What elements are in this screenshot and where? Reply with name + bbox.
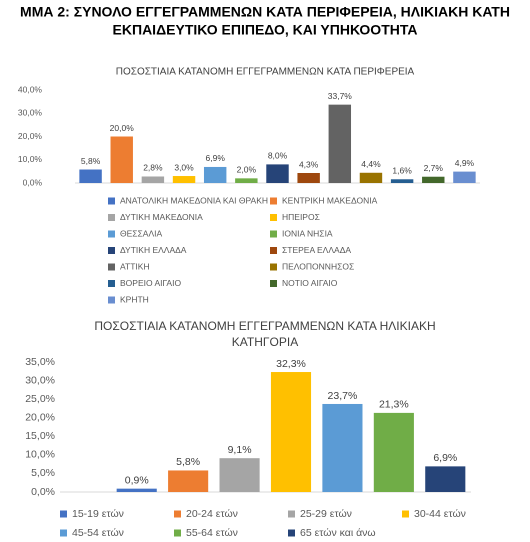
legend-swatch [270,230,277,238]
bar [373,412,414,492]
y-tick-label: 15,0% [25,430,55,442]
value-label: 0,9% [125,474,149,486]
legend-label: 65 ετών και άνω [300,527,376,539]
bar [116,488,157,492]
legend-label: 20-24 ετών [186,508,238,520]
legend-swatch [60,510,67,518]
legend-label: ΑΤΤΙΚΗ [120,261,150,271]
bar [79,169,102,183]
value-label: 9,1% [228,444,252,456]
legend-label: ΝΟΤΙΟ ΑΙΓΑΙΟ [282,278,338,288]
bar [172,176,196,183]
bar [203,166,227,183]
y-tick-label: 10,0% [25,449,55,461]
bar [141,176,165,183]
y-tick-label: 10,0% [18,154,43,164]
legend-label: ΔΥΤΙΚΗ ΜΑΚΕΔΟΝΙΑ [120,212,203,222]
bar [390,179,414,183]
legend-swatch [108,280,115,287]
bar [235,178,258,183]
y-tick-label: 25,0% [25,393,55,405]
bar [266,164,289,183]
legend-label: ΚΕΝΤΡΙΚΗ ΜΑΚΕΔΟΝΙΑ [282,195,378,205]
value-label: 2,7% [424,163,444,173]
legend-label: ΒΟΡΕΙΟ ΑΙΓΑΙΟ [120,278,181,288]
legend-swatch [108,197,115,205]
value-label: 32,3% [276,358,306,370]
y-tick-label: 0,0% [23,177,43,187]
legend-label: 30-44 ετών [414,508,466,520]
bar [322,403,363,492]
legend-swatch [288,529,295,537]
doc-title: ΜΜΑ 2: ΣΥΝΟΛΟ ΕΓΓΕΓΡΑΜΜΕΝΩΝ ΚΑΤΑ ΠΕΡΙΦΕΡ… [20,4,510,20]
value-label: 33,7% [328,91,353,101]
value-label: 4,3% [299,159,319,169]
legend-swatch [108,296,115,304]
legend-label: ΑΝΑΤΟΛΙΚΗ ΜΑΚΕΔΟΝΙΑ ΚΑΙ ΘΡΑΚΗ [120,195,268,205]
legend-label: 45-54 ετών [72,527,124,539]
chart-title: ΚΑΤΗΓΟΡΙΑ [232,335,298,349]
value-label: 2,0% [237,165,257,175]
value-label: 5,8% [81,156,101,166]
legend-swatch [270,214,277,221]
legend-label: ΗΠΕΙΡΟΣ [282,212,320,222]
y-tick-label: 0,0% [31,486,55,498]
bar [425,466,466,492]
legend-label: ΘΕΣΣΑΛΙΑ [120,228,162,238]
legend-swatch [402,510,409,518]
y-tick-label: 5,0% [31,467,55,479]
value-label: 21,3% [379,399,409,411]
value-label: 5,8% [176,456,200,468]
legend-label: 15-19 ετών [72,508,124,520]
bar [168,470,209,492]
legend-swatch [108,214,115,221]
bar [453,171,476,183]
value-label: 6,9% [206,153,226,163]
bar [297,173,320,183]
bar [359,172,383,183]
y-tick-label: 20,0% [25,411,55,423]
y-tick-label: 40,0% [18,84,43,94]
value-label: 20,0% [110,123,135,133]
y-tick-label: 20,0% [18,131,43,141]
legend-swatch [108,230,115,238]
value-label: 1,6% [392,166,412,176]
value-label: 6,9% [433,452,457,464]
bar [328,104,352,183]
bar [219,458,260,492]
legend-label: 25-29 ετών [300,508,352,520]
legend-swatch [60,529,67,537]
value-label: 2,8% [143,163,163,173]
legend-label: ΔΥΤΙΚΗ ΕΛΛΑΔΑ [120,245,187,255]
doc-title: ΕΚΠΑΙΔΕΥΤΙΚΟ ΕΠΙΠΕΔΟ, ΚΑΙ ΥΠΗΚΟΟΤΗΤΑ [113,22,418,38]
legend-label: ΚΡΗΤΗ [120,294,149,304]
legend-swatch [108,247,115,254]
legend-swatch [174,529,181,537]
value-label: 4,4% [361,159,381,169]
legend-swatch [270,263,277,271]
value-label: 3,0% [174,162,194,172]
legend-swatch [174,510,181,518]
legend-label: ΙΟΝΙΑ ΝΗΣΙΑ [282,228,333,238]
chart-title: ΠΟΣΟΣΤΙΑΙΑ ΚΑΤΑΝΟΜΗ ΕΓΓΕΓΡΑΜΜΕΝΩΝ ΚΑΤΑ Η… [94,319,435,333]
y-tick-label: 35,0% [25,356,55,368]
bar [110,136,133,183]
bar [422,176,445,183]
legend-swatch [270,280,277,287]
value-label: 8,0% [268,151,288,161]
chart-title: ΠΟΣΟΣΤΙΑΙΑ ΚΑΤΑΝΟΜΗ ΕΓΓΕΓΡΑΜΜΕΝΩΝ ΚΑΤΑ Π… [116,67,415,78]
y-tick-label: 30,0% [25,374,55,386]
legend-swatch [270,197,277,205]
legend-swatch [288,510,295,518]
value-label: 4,9% [455,158,475,168]
legend-label: ΣΤΕΡΕΑ ΕΛΛΑΔΑ [282,245,351,255]
bar [270,372,312,492]
legend-label: 55-64 ετών [186,527,238,539]
legend-swatch [108,263,115,271]
y-tick-label: 30,0% [18,108,43,118]
legend-label: ΠΕΛΟΠΟΝΝΗΣΟΣ [282,261,354,271]
legend-swatch [270,247,277,254]
value-label: 23,7% [328,390,358,402]
